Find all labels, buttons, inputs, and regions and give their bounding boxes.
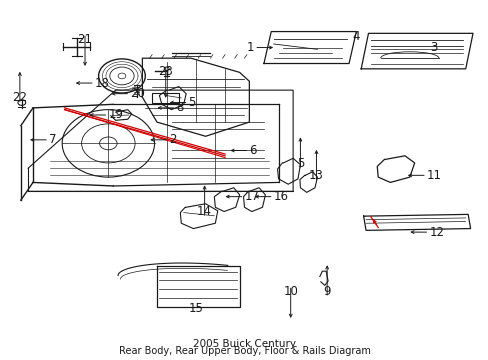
Text: 8: 8 [176,102,183,114]
Text: 23: 23 [158,65,173,78]
Text: 10: 10 [283,285,298,298]
Text: 3: 3 [429,41,437,54]
Text: 16: 16 [273,190,288,203]
Text: 20: 20 [130,87,145,100]
Text: 13: 13 [308,170,323,183]
Text: 2005 Buick Century: 2005 Buick Century [193,339,295,348]
Text: 1: 1 [246,41,254,54]
Text: 2: 2 [169,133,176,146]
Text: 22: 22 [12,91,27,104]
Text: 15: 15 [188,302,203,315]
Text: 5: 5 [296,157,304,170]
Text: Rear Body, Rear Upper Body, Floor & Rails Diagram: Rear Body, Rear Upper Body, Floor & Rail… [118,346,370,356]
Text: 7: 7 [49,133,57,146]
Text: 5: 5 [188,96,196,109]
Text: 17: 17 [244,190,259,203]
Text: 21: 21 [78,33,92,46]
Text: 4: 4 [352,30,359,44]
Text: 18: 18 [95,77,109,90]
Bar [152,93,179,103]
Text: 6: 6 [249,144,256,157]
Text: 11: 11 [426,169,441,182]
Text: 12: 12 [428,226,444,239]
Text: 9: 9 [323,285,330,298]
Text: 14: 14 [197,205,212,218]
Text: 19: 19 [108,108,123,121]
